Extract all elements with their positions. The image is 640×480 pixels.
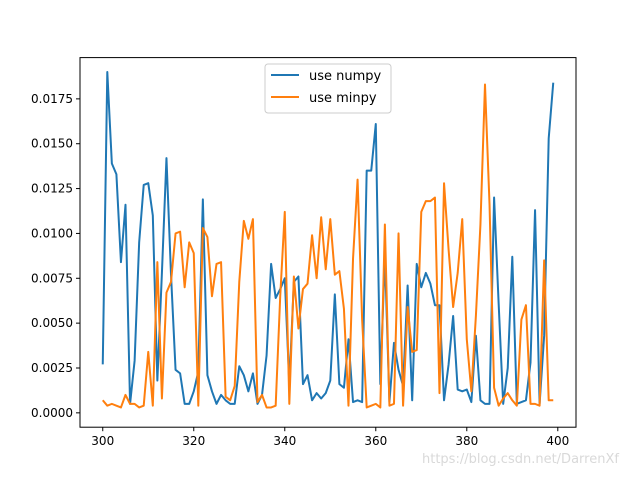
- legend-label-numpy: use numpy: [309, 69, 382, 84]
- x-tick-label: 340: [273, 434, 296, 448]
- x-tick-label: 380: [455, 434, 478, 448]
- y-tick-label: 0.0125: [31, 182, 73, 196]
- x-tick-label: 300: [91, 434, 114, 448]
- watermark: https://blog.csdn.net/DarrenXf: [422, 452, 619, 467]
- y-tick-label: 0.0100: [31, 226, 73, 240]
- plot-lines: [101, 70, 555, 409]
- y-tick-label: 0.0150: [31, 137, 73, 151]
- series-line-0: [101, 70, 555, 405]
- x-tick-label: 320: [182, 434, 205, 448]
- x-axis: 300 320 340 360 380 400: [91, 427, 569, 448]
- x-tick-label: 360: [364, 434, 387, 448]
- y-tick-label: 0.0000: [31, 406, 73, 420]
- y-tick-label: 0.0025: [31, 361, 73, 375]
- y-tick-label: 0.0175: [31, 92, 73, 106]
- series-line-1: [101, 83, 554, 409]
- y-axis: 0.0000 0.0025 0.0050 0.0075 0.0100 0.0125 0.01…: [31, 92, 80, 420]
- legend-box: [264, 63, 392, 114]
- legend-label-minpy: use minpy: [309, 91, 377, 106]
- y-tick-label: 0.0050: [31, 316, 73, 330]
- x-tick-label: 400: [546, 434, 569, 448]
- legend: use numpy use minpy: [264, 63, 392, 114]
- y-tick-label: 0.0075: [31, 271, 73, 285]
- plot-area-frame: [79, 57, 577, 428]
